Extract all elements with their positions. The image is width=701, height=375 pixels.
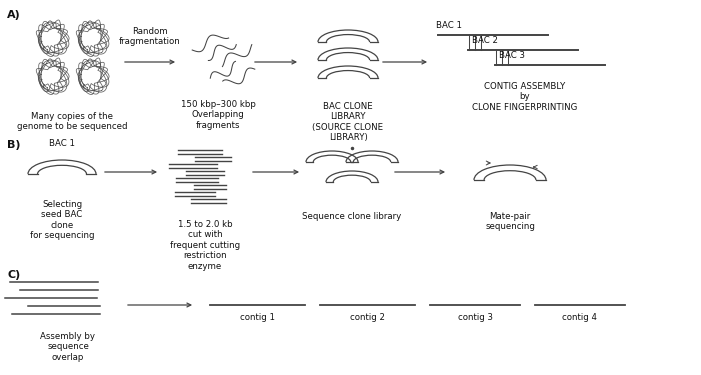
Text: Random
fragmentation: Random fragmentation (119, 27, 181, 46)
Text: BAC 2: BAC 2 (472, 36, 498, 45)
Text: BAC 1: BAC 1 (436, 21, 462, 30)
Text: BAC CLONE
LIBRARY
(SOURCE CLONE
LIBRARY): BAC CLONE LIBRARY (SOURCE CLONE LIBRARY) (313, 102, 383, 142)
Text: B): B) (7, 140, 20, 150)
Text: BAC 3: BAC 3 (499, 51, 525, 60)
Text: Many copies of the
genome to be sequenced: Many copies of the genome to be sequence… (17, 112, 128, 131)
Text: Assembly by
sequence
overlap: Assembly by sequence overlap (41, 332, 95, 362)
Text: A): A) (7, 10, 21, 20)
Text: Selecting
seed BAC
clone
for sequencing: Selecting seed BAC clone for sequencing (29, 200, 94, 240)
Text: contig 1: contig 1 (240, 313, 275, 322)
Text: 1.5 to 2.0 kb
cut with
frequent cutting
restriction
enzyme: 1.5 to 2.0 kb cut with frequent cutting … (170, 220, 240, 271)
Text: C): C) (7, 270, 20, 280)
Text: contig 4: contig 4 (562, 313, 597, 322)
Text: contig 2: contig 2 (350, 313, 385, 322)
Text: CONTIG ASSEMBLY
by
CLONE FINGERPRINTING: CONTIG ASSEMBLY by CLONE FINGERPRINTING (472, 82, 578, 112)
Text: contig 3: contig 3 (458, 313, 493, 322)
Text: BAC 1: BAC 1 (49, 139, 75, 148)
Text: 150 kbp–300 kbp
Overlapping
fragments: 150 kbp–300 kbp Overlapping fragments (181, 100, 255, 130)
Text: Sequence clone library: Sequence clone library (302, 212, 402, 221)
Text: Mate-pair
sequencing: Mate-pair sequencing (485, 212, 535, 231)
